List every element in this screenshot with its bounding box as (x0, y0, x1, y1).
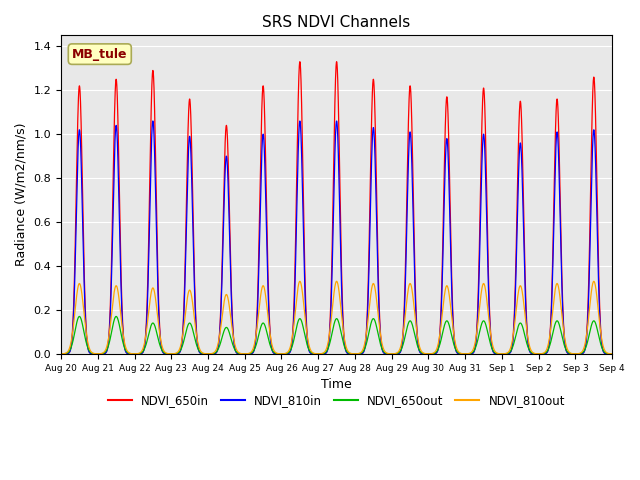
NDVI_810in (609, 351, 616, 357)
NDVI_650out (76, 313, 83, 319)
NDVI_650in (609, 351, 616, 357)
Legend: NDVI_650in, NDVI_810in, NDVI_650out, NDVI_810out: NDVI_650in, NDVI_810in, NDVI_650out, NDV… (104, 389, 570, 411)
NDVI_650out (57, 351, 65, 357)
NDVI_810in (264, 265, 271, 271)
NDVI_650in (169, 351, 177, 357)
Title: SRS NDVI Channels: SRS NDVI Channels (262, 15, 411, 30)
NDVI_650in (175, 350, 183, 356)
NDVI_810in (413, 327, 420, 333)
Y-axis label: Radiance (W/m2/nm/s): Radiance (W/m2/nm/s) (15, 123, 28, 266)
NDVI_810out (590, 278, 598, 284)
NDVI_650in (413, 322, 420, 328)
NDVI_810out (175, 348, 183, 353)
Line: NDVI_810out: NDVI_810out (61, 281, 612, 354)
NDVI_650in (57, 351, 65, 357)
Line: NDVI_810in: NDVI_810in (61, 121, 612, 354)
NDVI_650in (607, 351, 614, 357)
NDVI_650out (491, 350, 499, 356)
NDVI_650out (607, 351, 614, 357)
NDVI_810out (169, 351, 177, 357)
NDVI_810in (491, 350, 499, 356)
NDVI_810in (57, 351, 65, 357)
NDVI_810out (264, 308, 271, 313)
Line: NDVI_650in: NDVI_650in (61, 62, 612, 354)
NDVI_650in (491, 350, 499, 356)
NDVI_810in (149, 118, 157, 124)
Text: MB_tule: MB_tule (72, 48, 127, 60)
NDVI_810in (170, 351, 177, 357)
NDVI_650in (264, 243, 271, 249)
X-axis label: Time: Time (321, 378, 352, 391)
NDVI_810in (175, 350, 183, 356)
NDVI_810out (607, 351, 614, 357)
NDVI_650out (413, 340, 420, 346)
NDVI_810out (57, 351, 65, 357)
NDVI_810out (609, 351, 616, 357)
NDVI_650out (264, 332, 271, 337)
NDVI_810out (413, 327, 420, 333)
NDVI_650in (296, 59, 304, 65)
NDVI_650out (175, 349, 183, 355)
NDVI_810in (607, 351, 614, 357)
NDVI_810out (491, 348, 499, 354)
NDVI_650out (609, 351, 616, 357)
Line: NDVI_650out: NDVI_650out (61, 316, 612, 354)
NDVI_650out (170, 351, 177, 357)
